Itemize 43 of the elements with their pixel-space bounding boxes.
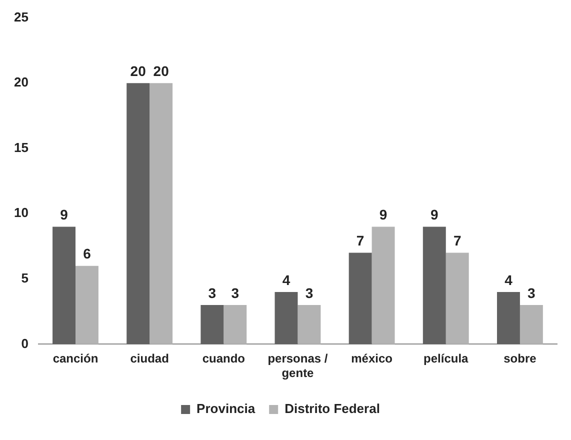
bar: [348, 252, 372, 344]
x-tick-label: canción: [52, 352, 98, 366]
data-label: 9: [430, 206, 439, 223]
bar: [497, 292, 520, 344]
y-tick-label: 15: [14, 140, 28, 155]
y-tick-label: 5: [21, 270, 28, 286]
legend-label: Distrito Federal: [284, 401, 380, 416]
y-tick-label: 20: [14, 74, 28, 90]
data-label: 3: [305, 284, 314, 301]
data-label: 7: [356, 232, 364, 249]
data-label: 3: [208, 284, 216, 301]
bar: [52, 226, 76, 344]
bar: [520, 305, 543, 344]
x-tick-label: personas / gente: [268, 352, 328, 380]
data-label: 3: [528, 284, 536, 301]
legend-label: Provincia: [196, 401, 256, 416]
bar: [76, 266, 98, 344]
bar: [150, 83, 173, 344]
data-label: 3: [231, 284, 240, 301]
bar: [298, 305, 321, 344]
y-tick-label: 25: [14, 9, 28, 24]
x-tick-label: película: [424, 352, 469, 366]
data-label: 9: [60, 206, 68, 223]
data-label: 20: [130, 62, 146, 79]
x-tick-label: cuando: [202, 352, 245, 366]
y-tick-label: 10: [14, 205, 28, 220]
x-tick-label: sobre: [504, 352, 537, 366]
bar: [446, 252, 469, 344]
data-label: 20: [153, 62, 170, 79]
bar: [224, 305, 247, 344]
data-label: 4: [282, 272, 290, 288]
x-tick-label: méxico: [351, 352, 392, 366]
y-tick-label: 0: [21, 336, 28, 351]
bar: [200, 305, 224, 344]
bar: [422, 226, 446, 344]
data-label: 9: [379, 206, 388, 223]
x-tick-label: ciudad: [130, 352, 169, 366]
bar: [372, 226, 395, 344]
bar: [274, 292, 298, 344]
data-label: 7: [453, 232, 462, 249]
bar: [126, 83, 150, 344]
data-label: 4: [504, 272, 513, 288]
data-label: 6: [83, 246, 92, 262]
